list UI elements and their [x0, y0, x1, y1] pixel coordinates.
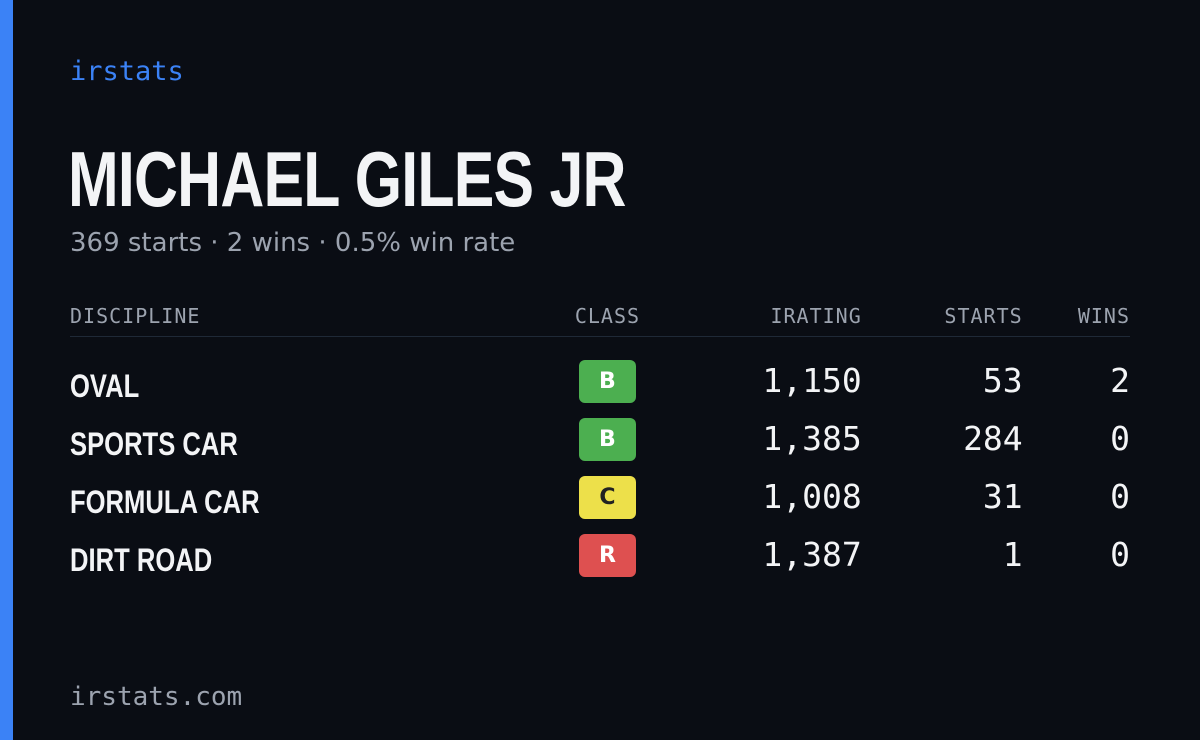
cell: 0	[1110, 534, 1130, 574]
cell: SPORTS CAR	[70, 409, 557, 467]
table-body: OVAL B 1,150 53 2 SPORTS CAR B 1,385 284 0 FORMULA…	[70, 337, 1130, 584]
class-badge: B	[578, 360, 636, 403]
cell: B	[557, 337, 657, 410]
brand: irstats	[70, 56, 184, 87]
discipline: FORMULA CAR	[70, 483, 260, 520]
driver-name: MICHAEL GILES JR	[68, 135, 626, 223]
header-row: DISCIPLINE CLASS IRATING STARTS WINS	[70, 296, 1130, 337]
cell: 1,387	[762, 534, 862, 574]
cell: 1,008	[762, 476, 862, 516]
column-header: IRATING	[657, 296, 862, 337]
table-row: DIRT ROAD R 1,387 1 0	[70, 525, 1130, 583]
cell: 1,150	[762, 360, 862, 400]
discipline: OVAL	[70, 367, 140, 404]
accent-bar	[0, 0, 13, 740]
table-row: OVAL B 1,150 53 2	[70, 337, 1130, 410]
cell: DIRT ROAD	[70, 525, 557, 583]
cell: 1	[1002, 534, 1023, 574]
class-badge: C	[578, 476, 636, 519]
table-row: SPORTS CAR B 1,385 284 0	[70, 409, 1130, 467]
cell: 284	[963, 418, 1023, 458]
column-header: STARTS	[861, 296, 1023, 337]
summary: 369 starts · 2 wins · 0.5% win rate	[70, 228, 516, 258]
cell: 53	[982, 360, 1023, 400]
cell: 0	[1110, 476, 1130, 516]
discipline: SPORTS CAR	[70, 425, 238, 462]
cell: OVAL	[70, 337, 557, 410]
cell: R	[557, 525, 657, 583]
footer: irstats.com	[70, 682, 243, 712]
stats-table: DISCIPLINE CLASS IRATING STARTS WINS OVAL B 1,…	[70, 296, 1130, 583]
class-badge: B	[578, 418, 636, 461]
column-header: CLASS	[557, 296, 658, 337]
discipline: DIRT ROAD	[70, 541, 213, 578]
class-badge: R	[578, 534, 636, 577]
cell: 31	[982, 476, 1023, 516]
cell: B	[557, 409, 657, 467]
cell: FORMULA CAR	[70, 467, 557, 525]
cell: 1,385	[762, 418, 862, 458]
cell: C	[557, 467, 657, 525]
column-header: WINS	[1022, 296, 1130, 337]
column-header: DISCIPLINE	[70, 296, 558, 337]
cell: 2	[1110, 360, 1130, 400]
cell: 0	[1110, 418, 1130, 458]
table-row: FORMULA CAR C 1,008 31 0	[70, 467, 1130, 525]
